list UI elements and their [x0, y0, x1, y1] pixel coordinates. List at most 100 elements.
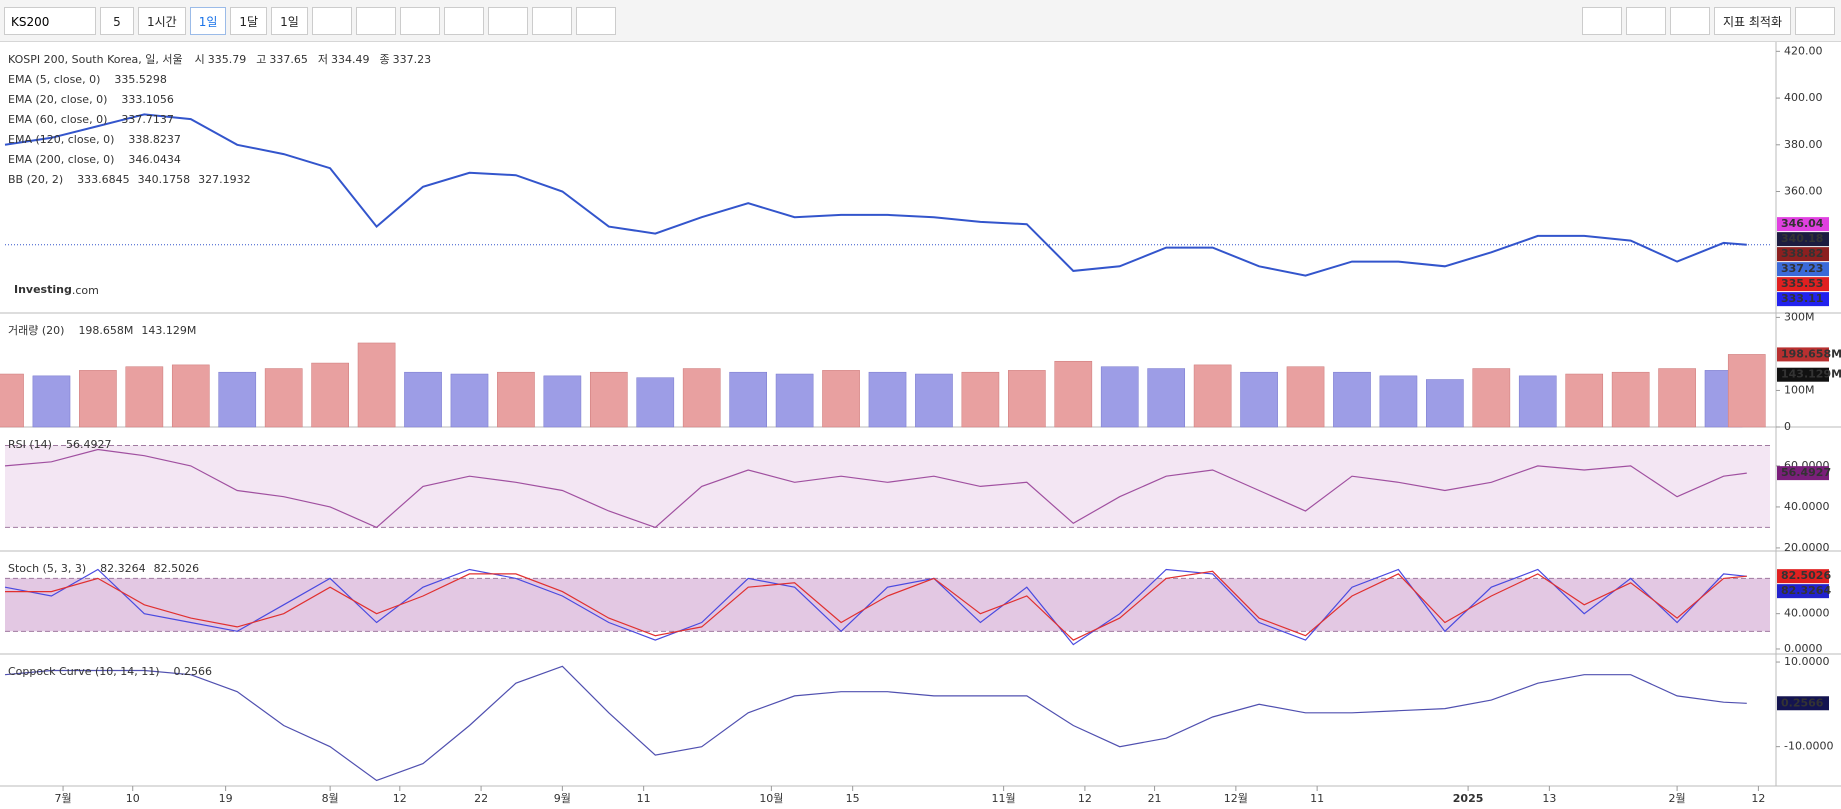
volume-bar [589, 371, 628, 428]
price-badge-label: 198.658M [1781, 347, 1841, 360]
volume-bar [1054, 360, 1093, 428]
ohlc-value: 337.65 [269, 53, 308, 66]
series-line [4, 448, 1747, 529]
indicator-button[interactable] [355, 6, 396, 35]
price-badge-label: 338.82 [1781, 247, 1823, 260]
indicator-value: 335.5298 [114, 73, 167, 86]
x-tick-label: 11 [1310, 792, 1324, 805]
candle-type-button[interactable] [311, 6, 352, 35]
y-tick-label: 360.00 [1784, 185, 1823, 198]
volume-bar [32, 375, 71, 428]
x-tick-label: 12 [1751, 792, 1765, 805]
x-tick-label: 11 [637, 792, 651, 805]
symbol-input[interactable]: KS200 [4, 6, 96, 35]
ohlc-value: 334.49 [331, 53, 370, 66]
compare-button[interactable] [487, 6, 528, 35]
series-line [4, 568, 1747, 646]
volume-bar [1100, 366, 1139, 428]
interval-button[interactable]: 1시간 [138, 6, 186, 35]
indicator-name: BB (20, 2) [8, 173, 63, 186]
volume-bar [822, 370, 860, 428]
volume-bar [1426, 379, 1464, 428]
snapshot-button[interactable] [1581, 6, 1622, 35]
indicator-value: 327.1932 [198, 173, 251, 186]
volume-bar [1727, 354, 1766, 428]
volume-bar [1333, 371, 1371, 428]
indicator-name: EMA (120, close, 0) [8, 133, 114, 146]
settings-button[interactable] [443, 6, 484, 35]
volume-bar [497, 371, 535, 428]
toolbar: KS200 5 1시간 1일 1달 1일 지표 최적화 [0, 0, 1841, 42]
interval-button[interactable]: 1달 [230, 6, 268, 35]
x-tick-label: 19 [219, 792, 233, 805]
price-badge [1777, 277, 1829, 292]
price-badge [1777, 232, 1829, 247]
volume-bar [1240, 371, 1278, 428]
volume-bar [1008, 370, 1046, 428]
interval-button[interactable]: 1일 [189, 6, 227, 35]
indicator-name: 거래량 (20) [8, 324, 64, 337]
logo-brand: Investing [14, 283, 72, 296]
volume-bar [1472, 368, 1511, 428]
indicator-name: EMA (60, close, 0) [8, 113, 107, 126]
ohlc-label: 고 [256, 53, 266, 66]
indicator-value: 340.1758 [138, 173, 191, 186]
volume-bar [0, 373, 24, 428]
layout-button[interactable] [1625, 6, 1666, 35]
volume-bar [961, 371, 1000, 428]
price-badge [1777, 696, 1829, 711]
y-tick-label: 300M [1784, 310, 1815, 323]
price-badge-label: 340.18 [1781, 232, 1823, 245]
indicator-value: 143.129M [141, 324, 196, 337]
indicator-value: 82.5026 [154, 562, 200, 575]
x-tick-label: 7월 [54, 792, 71, 805]
volume-bar [1379, 375, 1418, 428]
alert-button[interactable] [575, 6, 616, 35]
instrument-title: KOSPI 200, South Korea, 일, 서울 [8, 52, 183, 66]
y-tick-label: 0.0000 [1784, 642, 1823, 655]
volume-bar [218, 371, 257, 428]
y-tick-label: 420.00 [1784, 44, 1823, 57]
price-badge-label: 0.2566 [1781, 696, 1824, 709]
price-badge-label: 335.53 [1781, 277, 1823, 290]
volume-bar [729, 371, 767, 428]
x-tick-label: 22 [474, 792, 488, 805]
price-badge-label: 333.11 [1781, 292, 1823, 305]
ohlc-value: 335.79 [208, 53, 247, 66]
fullscreen-button[interactable] [1795, 6, 1835, 35]
indicator-value: 56.4927 [66, 438, 112, 451]
indicator-name: RSI (14) [8, 438, 52, 451]
cloud-load-button[interactable] [1669, 6, 1710, 35]
undo-button[interactable] [531, 6, 572, 35]
indicator-name: Coppock Curve (10, 14, 11) [8, 665, 160, 678]
indicator-value: 198.658M [78, 324, 133, 337]
volume-bar [1286, 366, 1325, 428]
x-tick-label: 9월 [554, 792, 571, 805]
draw-button[interactable] [399, 6, 440, 35]
price-badge-label: 82.3264 [1781, 584, 1831, 597]
optimize-button[interactable]: 지표 최적화 [1713, 6, 1791, 35]
price-badge [1777, 347, 1829, 362]
volume-bar [636, 377, 675, 428]
indicator-value: 82.3264 [100, 562, 146, 575]
volume-bar [1518, 375, 1557, 428]
x-tick-label: 8월 [322, 792, 339, 805]
volume-bar [868, 371, 907, 428]
interval-button[interactable]: 1일 [271, 6, 308, 35]
volume-bar [79, 370, 117, 428]
price-badge [1777, 584, 1829, 599]
indicator-value: 346.0434 [128, 153, 181, 166]
indicator-value: 338.8237 [128, 133, 181, 146]
volume-bar [682, 368, 721, 428]
y-tick-label: 400.00 [1784, 91, 1823, 104]
volume-bar [1611, 371, 1650, 428]
volume-bar [311, 362, 349, 428]
volume-bar [264, 368, 303, 428]
y-tick-label: 380.00 [1784, 138, 1823, 151]
indicator-value: 333.6845 [77, 173, 130, 186]
interval-button[interactable]: 5 [100, 6, 134, 35]
x-tick-label: 10월 [759, 792, 783, 805]
indicator-value: 0.2566 [174, 665, 213, 678]
x-tick-label: 13 [1542, 792, 1556, 805]
volume-bar [171, 364, 210, 428]
